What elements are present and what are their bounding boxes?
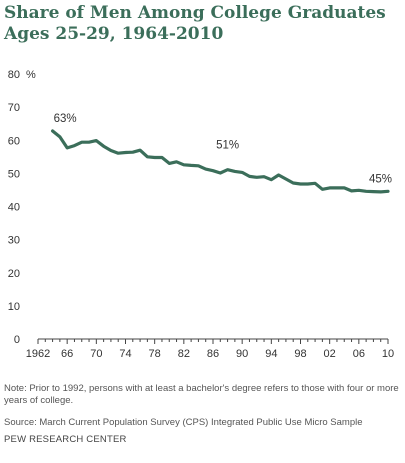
y-tick-label: 60 (8, 135, 20, 147)
y-tick-label: 30 (8, 235, 20, 247)
y-tick-label: 20 (8, 268, 20, 280)
x-tick-label: 66 (61, 348, 73, 360)
brand-label: PEW RESEARCH CENTER (4, 434, 127, 445)
y-tick-label: 10 (8, 301, 20, 313)
x-tick-label: 1962 (26, 348, 50, 360)
x-tick-label: 86 (207, 348, 219, 360)
y-tick-label: 50 (8, 168, 20, 180)
y-tick-label: 80 (8, 69, 20, 81)
chart-title-line-1: Share of Men Among College Graduates (4, 3, 386, 23)
y-tick-label: 40 (8, 202, 20, 214)
data-label: 51% (216, 140, 239, 152)
x-tick-label: 70 (90, 348, 102, 360)
x-tick-label: 02 (324, 348, 336, 360)
x-tick-label: 74 (119, 348, 131, 360)
x-tick-label: 90 (236, 348, 248, 360)
chart-note: Note: Prior to 1992, persons with at lea… (4, 383, 400, 407)
y-unit-label: % (26, 69, 36, 81)
x-tick-label: 78 (149, 348, 161, 360)
chart-title-line-2: Ages 25-29, 1964-2010 (4, 24, 224, 44)
series-line (50, 129, 390, 194)
x-tick-label: 10 (382, 348, 394, 360)
note-text: Note: Prior to 1992, persons with at lea… (4, 383, 399, 406)
data-label: 63% (54, 113, 77, 125)
chart-source: Source: March Current Population Survey … (4, 417, 363, 428)
chart-title: Share of Men Among College Graduates Age… (4, 3, 402, 45)
x-tick-label: 82 (178, 348, 190, 360)
line-chart: 0 10 20 30 40 50 60 70 80 % 1962 66 70 74 78 82 86 90 94 98… (8, 69, 394, 360)
x-tick-label: 98 (294, 348, 306, 360)
x-tick-label: 06 (353, 348, 365, 360)
y-tick-label: 70 (8, 102, 20, 114)
x-tick-label: 94 (265, 348, 277, 360)
data-label: 45% (369, 173, 392, 185)
y-tick-label: 0 (14, 334, 20, 346)
